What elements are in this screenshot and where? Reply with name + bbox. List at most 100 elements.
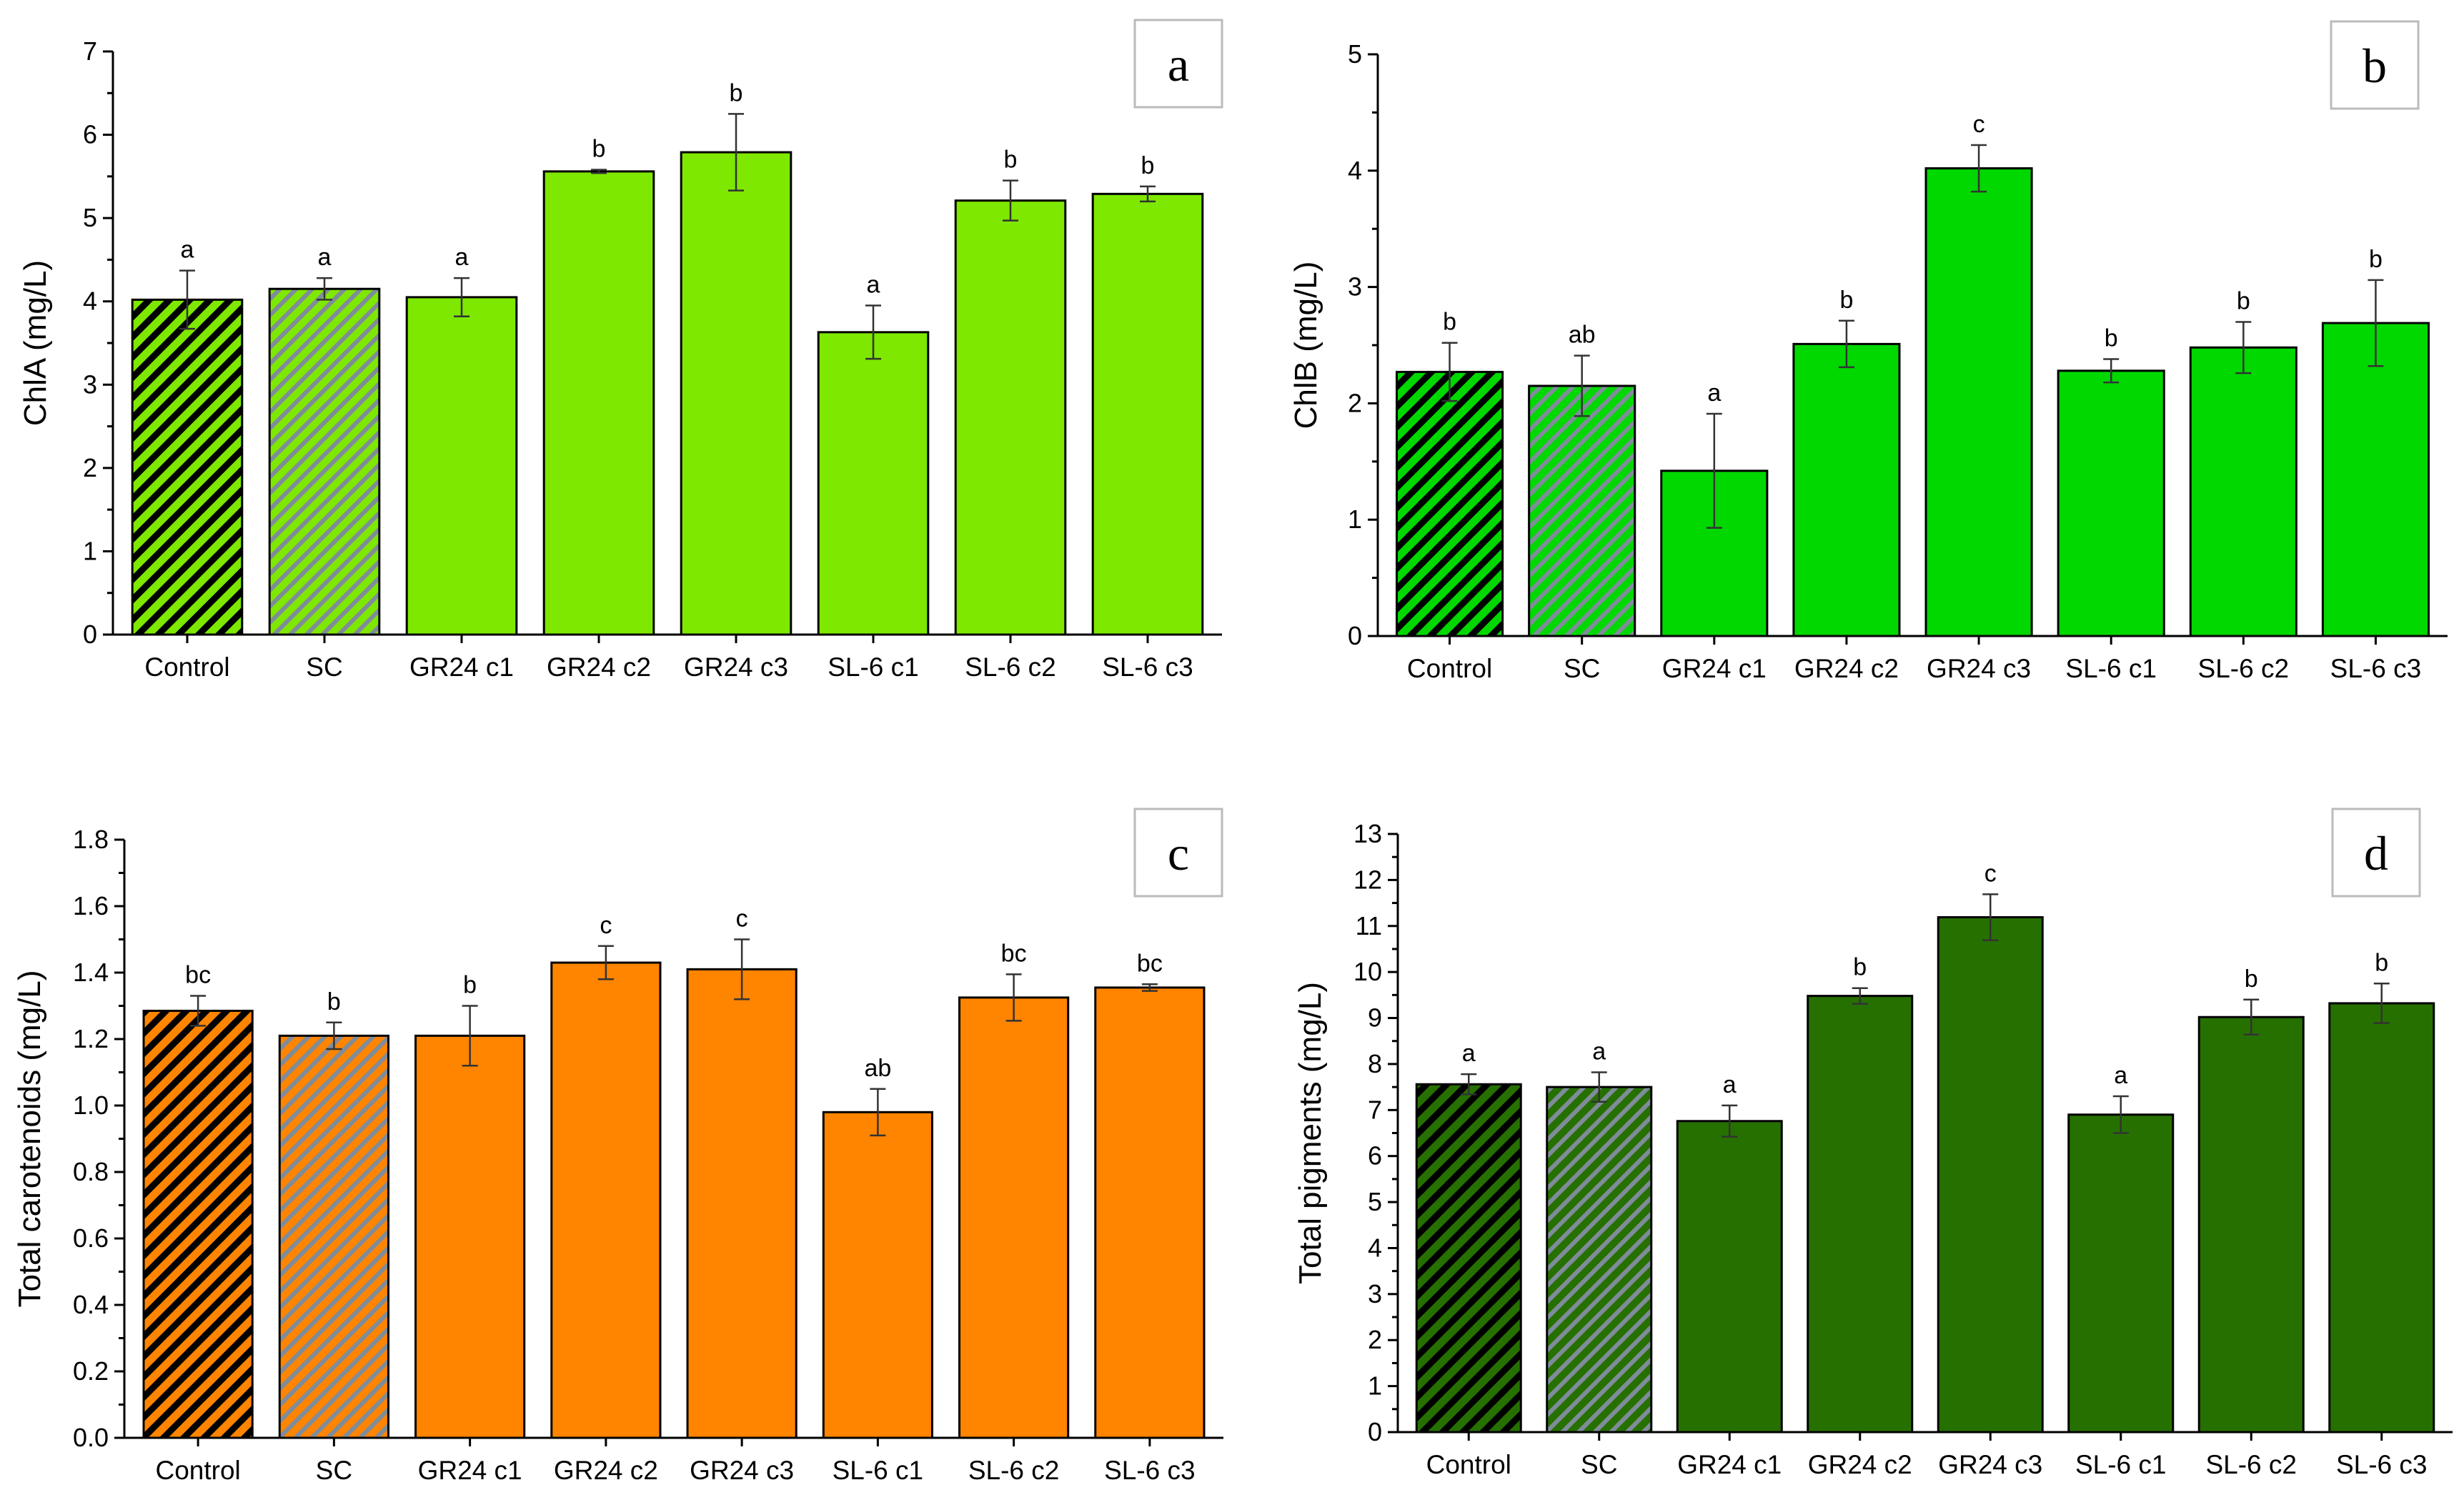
y-tick-label: 1.8: [73, 825, 109, 854]
significance-label: ab: [864, 1055, 891, 1082]
significance-label: a: [455, 244, 469, 271]
x-tick-label: SL-6 c2: [2198, 654, 2290, 683]
bar-sl-6-c3: [2329, 1003, 2434, 1432]
x-tick-label: GR24 c3: [684, 652, 788, 682]
panel-label: a: [1168, 37, 1189, 91]
y-tick-label: 4: [1348, 156, 1362, 185]
y-tick-label: 7: [83, 36, 97, 66]
significance-label: a: [1462, 1040, 1476, 1067]
x-tick-label: SC: [1581, 1450, 1617, 1479]
significance-label: b: [592, 136, 606, 163]
bar-gr24-c3: [687, 969, 797, 1438]
bar-gr24-c2: [544, 171, 654, 635]
x-tick-label: GR24 c1: [409, 652, 514, 682]
significance-label: ab: [1569, 322, 1596, 349]
x-tick-label: Control: [144, 652, 229, 682]
y-tick-label: 4: [1368, 1233, 1382, 1262]
panel-label: b: [2363, 39, 2387, 93]
significance-label: c: [1984, 860, 1997, 887]
y-tick-label: 0: [83, 620, 97, 649]
panel-label-box: [2330, 20, 2420, 110]
panel-label-box: [1133, 19, 1223, 109]
significance-label: a: [867, 272, 880, 299]
x-tick-label: SC: [306, 652, 342, 682]
bar-hatch: [279, 1035, 389, 1438]
y-axis-title: Total pigments (mg/L): [1293, 982, 1328, 1284]
y-tick-label: 5: [1368, 1187, 1382, 1216]
panel-label-box: [2331, 808, 2421, 898]
x-tick-label: GR24 c3: [1938, 1450, 2042, 1479]
y-tick-label: 1.6: [73, 891, 109, 920]
significance-label: c: [1973, 111, 1985, 138]
y-tick-label: 1.0: [73, 1091, 109, 1120]
y-tick-label: 10: [1353, 957, 1382, 986]
bar-gr24-c1: [415, 1035, 525, 1438]
y-tick-label: 5: [1348, 39, 1362, 69]
y-tick-label: 0.0: [73, 1423, 109, 1452]
y-tick-label: 0.8: [73, 1157, 109, 1186]
bar-gr24-c1: [407, 297, 517, 635]
x-tick-label: SL-6 c2: [2205, 1450, 2297, 1479]
significance-label: c: [600, 912, 612, 939]
x-tick-label: SL-6 c1: [2065, 654, 2157, 683]
x-tick-label: SL-6 c1: [2075, 1450, 2167, 1479]
y-tick-label: 3: [83, 369, 97, 399]
x-tick-label: GR24 c3: [1927, 654, 2031, 683]
bar-sl-6-c3: [1095, 987, 1204, 1438]
bar-sl-6-c2: [955, 200, 1065, 635]
x-tick-label: SL-6 c3: [2336, 1450, 2428, 1479]
significance-label: a: [2114, 1062, 2127, 1089]
y-tick-label: 1.4: [73, 958, 109, 987]
bar-hatch: [1529, 385, 1635, 636]
significance-label: a: [181, 237, 194, 264]
x-tick-label: Control: [1407, 654, 1492, 683]
significance-label: b: [1839, 287, 1853, 314]
significance-label: b: [2245, 965, 2258, 993]
significance-label: b: [1853, 954, 1867, 981]
x-tick-label: GR24 c2: [1794, 654, 1899, 683]
y-tick-label: 6: [1368, 1141, 1382, 1171]
y-tick-label: 2: [83, 453, 97, 482]
significance-label: b: [2369, 246, 2383, 273]
y-tick-label: 1: [1348, 505, 1362, 534]
bar-sl-6-c1: [823, 1112, 933, 1438]
significance-label: b: [327, 988, 341, 1015]
significance-label: b: [1004, 146, 1018, 174]
y-tick-label: 13: [1353, 819, 1382, 848]
bar-sl-6-c1: [2058, 370, 2165, 636]
y-tick-label: 0.2: [73, 1356, 109, 1386]
y-tick-label: 1: [83, 536, 97, 565]
significance-label: b: [2375, 949, 2388, 976]
bar-sl-6-c1: [818, 332, 928, 635]
panel-b: 0 1 2 3 4 5 ChlB (mg/L) b Control ab SC a GR24 c1 b GR…: [1288, 20, 2448, 683]
y-tick-label: 8: [1368, 1049, 1382, 1078]
bar-gr24-c2: [1807, 995, 1912, 1432]
y-tick-label: 12: [1353, 865, 1382, 894]
significance-label: b: [463, 972, 477, 999]
significance-label: b: [730, 79, 743, 106]
significance-label: a: [1723, 1071, 1737, 1098]
bar-sl-6-c3: [2323, 323, 2429, 636]
significance-label: bc: [185, 962, 211, 989]
x-tick-label: GR24 c2: [554, 1456, 658, 1485]
panel-label: d: [2364, 826, 2388, 880]
bar-hatch: [1416, 1084, 1521, 1432]
bar-gr24-c3: [1938, 917, 2043, 1432]
significance-label: bc: [1137, 950, 1163, 977]
significance-label: a: [318, 244, 332, 271]
bar-sl-6-c2: [2199, 1017, 2304, 1432]
x-tick-label: GR24 c1: [1677, 1450, 1782, 1479]
bar-gr24-c1: [1677, 1121, 1782, 1432]
y-tick-label: 0: [1368, 1417, 1382, 1446]
significance-label: b: [2105, 325, 2118, 352]
y-tick-label: 0.6: [73, 1223, 109, 1253]
y-tick-label: 3: [1348, 272, 1362, 302]
x-tick-label: SL-6 c2: [968, 1456, 1060, 1485]
bar-gr24-c2: [551, 963, 660, 1438]
bar-gr24-c3: [1926, 168, 2032, 636]
x-tick-label: SL-6 c1: [828, 652, 919, 682]
y-tick-label: 1.2: [73, 1024, 109, 1053]
significance-label: bc: [1001, 940, 1027, 967]
